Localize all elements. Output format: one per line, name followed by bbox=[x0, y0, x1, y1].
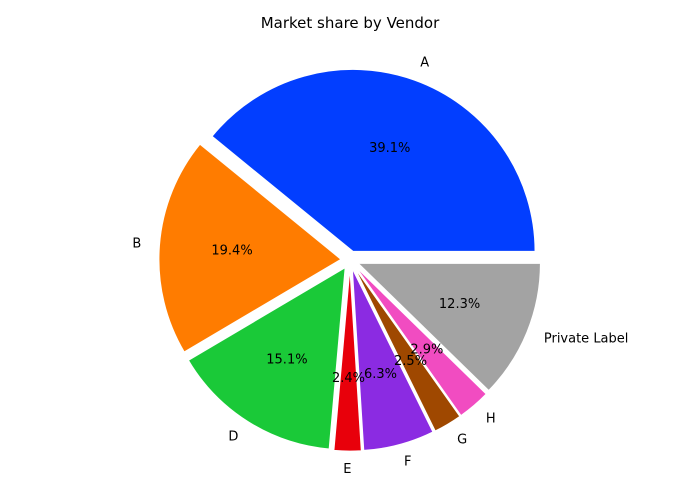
chart-title: Market share by Vendor bbox=[261, 14, 440, 32]
category-label-g: G bbox=[457, 432, 467, 447]
pct-label-d: 15.1% bbox=[266, 353, 307, 368]
category-label-a: A bbox=[420, 55, 429, 70]
pie-slices bbox=[159, 69, 541, 451]
pct-label-h: 2.9% bbox=[410, 342, 443, 357]
pct-label-a: 39.1% bbox=[369, 141, 410, 156]
pct-label-e: 2.4% bbox=[332, 371, 365, 386]
category-label-private-label: Private Label bbox=[544, 331, 629, 346]
category-label-e: E bbox=[343, 462, 351, 477]
pct-label-f: 6.3% bbox=[364, 367, 397, 382]
category-label-h: H bbox=[486, 412, 496, 427]
category-label-d: D bbox=[228, 430, 238, 445]
category-label-b: B bbox=[132, 237, 141, 252]
pct-label-private-label: 12.3% bbox=[439, 297, 480, 312]
category-label-f: F bbox=[404, 455, 411, 470]
pct-label-b: 19.4% bbox=[211, 244, 252, 259]
